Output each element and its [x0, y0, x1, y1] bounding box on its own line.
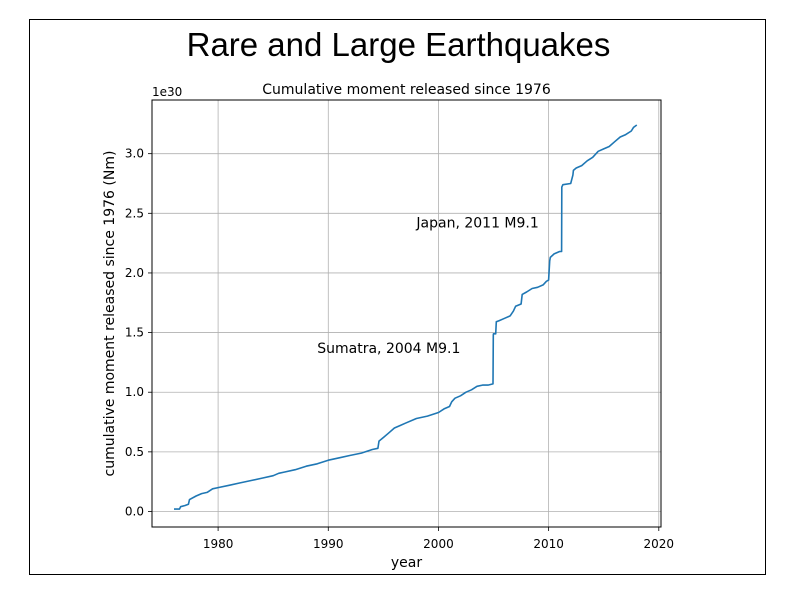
axes-box — [151, 99, 662, 528]
annotation-label: Sumatra, 2004 M9.1 — [317, 341, 460, 357]
y-axis-label: cumulative moment released since 1976 (N… — [102, 151, 118, 477]
y-axis-ticks: 0.0 0.5 1.0 1.5 2.0 2.5 3.0 — [125, 147, 152, 518]
slide-title: Rare and Large Earthquakes — [186, 26, 611, 63]
grid — [152, 100, 661, 527]
y-tick-label: 1.0 — [125, 385, 144, 399]
y-tick-label: 1.5 — [125, 326, 144, 340]
series-line — [174, 124, 638, 510]
x-tick-label: 2000 — [423, 537, 454, 551]
y-tick-label: 0.0 — [125, 504, 144, 518]
x-tick-label: 2020 — [644, 537, 675, 551]
annotations: Sumatra, 2004 M9.1 Japan, 2011 M9.1 — [317, 216, 539, 357]
x-axis-label: year — [391, 555, 422, 571]
x-tick-label: 1980 — [203, 537, 234, 551]
y-tick-label: 2.5 — [125, 206, 144, 220]
x-axis-ticks: 1980 1990 2000 2010 2020 — [203, 527, 674, 551]
plot-title: Cumulative moment released since 1976 — [262, 82, 551, 98]
annotation-label: Japan, 2011 M9.1 — [415, 216, 538, 232]
figure-frame — [29, 19, 766, 575]
x-tick-label: 1990 — [313, 537, 344, 551]
y-tick-label: 2.0 — [125, 266, 144, 280]
x-tick-label: 2010 — [533, 537, 564, 551]
y-axis-offset-label: 1e30 — [152, 85, 182, 99]
y-tick-label: 3.0 — [125, 147, 144, 161]
y-tick-label: 0.5 — [125, 445, 144, 459]
